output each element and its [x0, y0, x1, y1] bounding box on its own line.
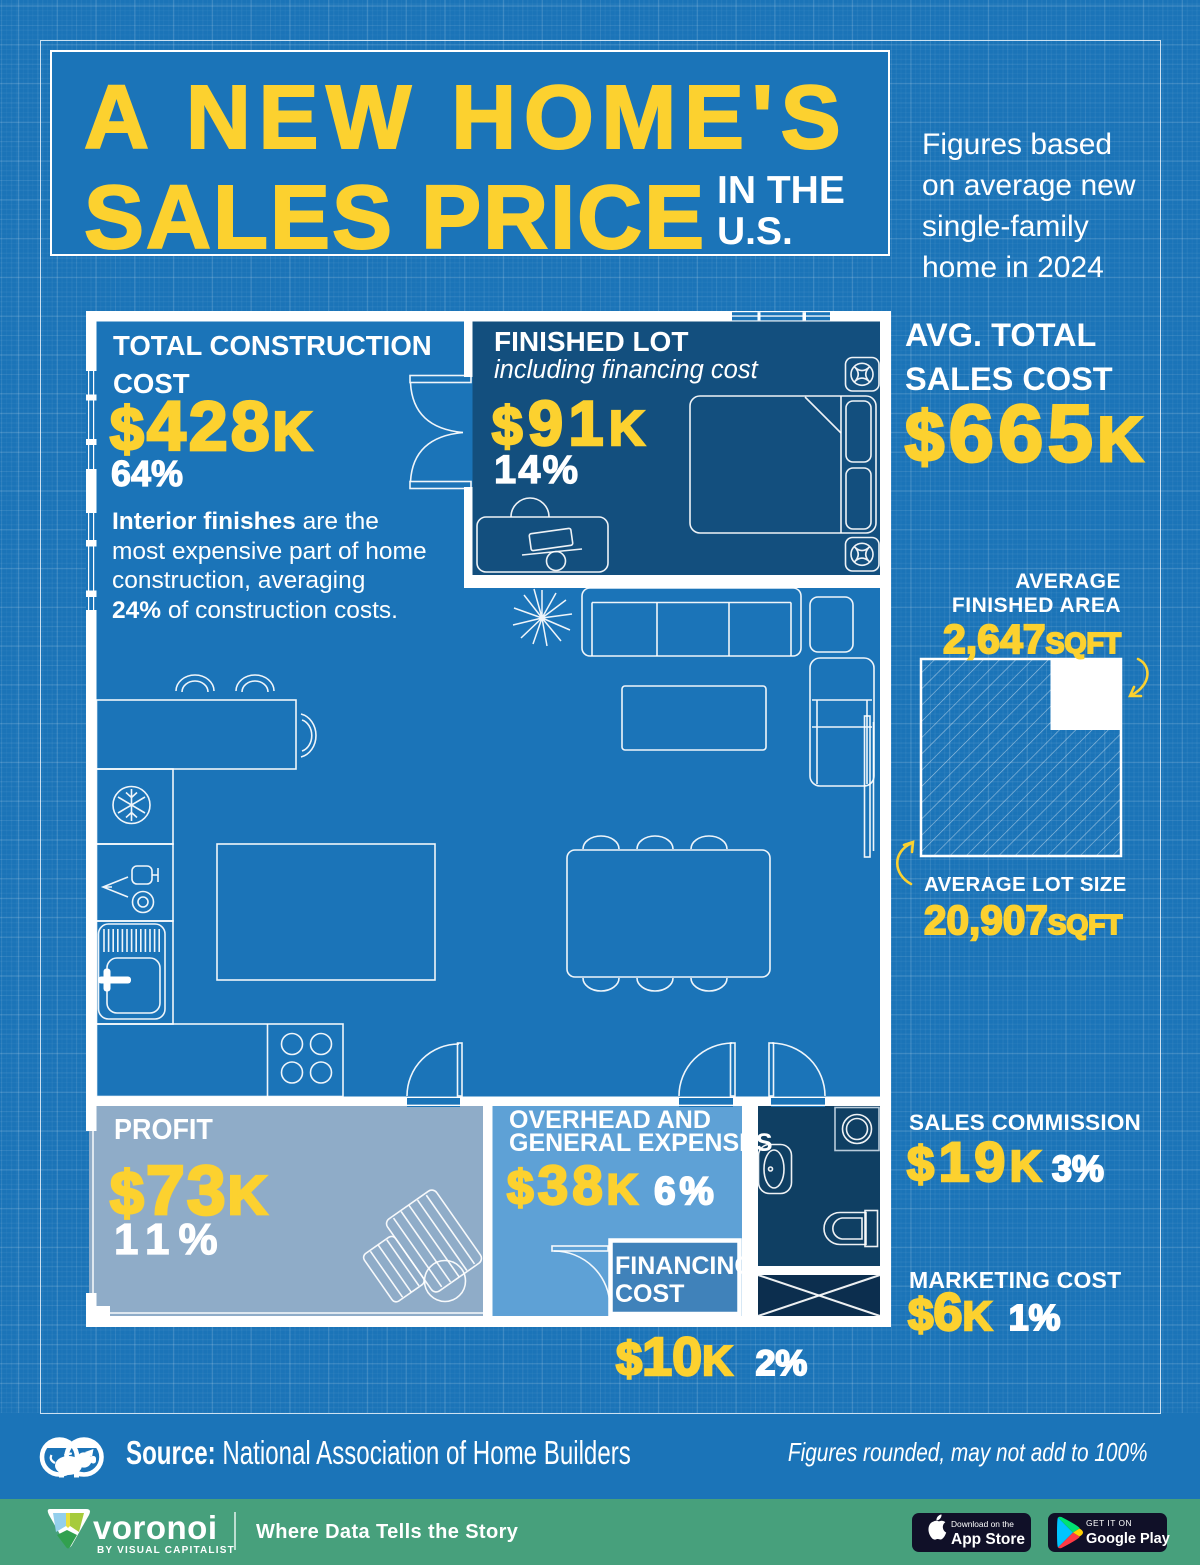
svg-text:Google Play: Google Play — [1086, 1531, 1170, 1547]
svg-text:Download on the: Download on the — [951, 1519, 1014, 1529]
svg-text:App Store: App Store — [951, 1531, 1025, 1548]
svg-text:GET IT ON: GET IT ON — [1086, 1518, 1132, 1528]
